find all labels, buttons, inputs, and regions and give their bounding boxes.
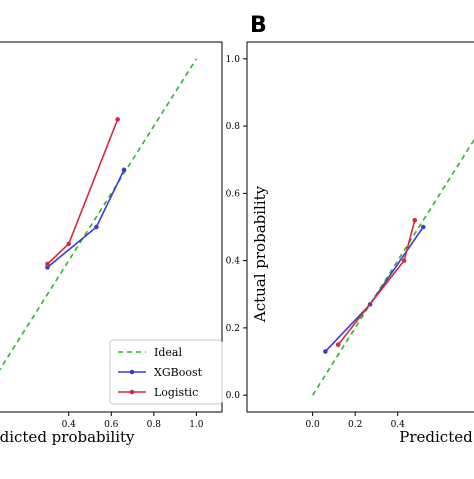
x-axis-label: Predicted	[399, 428, 473, 446]
y-tick-label: 0.2	[226, 324, 240, 334]
logistic-series-point	[401, 258, 407, 263]
x-tick-label: 0.6	[104, 420, 119, 430]
logistic-series-point	[45, 261, 50, 267]
ideal-series-line	[311, 138, 474, 396]
logistic-series-point	[66, 241, 72, 247]
xgboost-series-point	[45, 265, 50, 270]
logistic-series-line	[46, 119, 119, 265]
logistic-series-point	[115, 117, 120, 122]
logistic-series-point	[335, 342, 341, 348]
xgboost-series-point	[94, 224, 99, 230]
panel-a: 0.4 0.6 0.8 1.0 Predicted probability Ideal XG…	[0, 41, 223, 446]
x-tick-label: 0.4	[62, 420, 77, 430]
xgboost-legend-label: XGBoost	[154, 366, 203, 379]
x-tick-label: 0.8	[147, 420, 162, 430]
logistic-legend-marker	[129, 389, 135, 395]
ideal-legend-label: Ideal	[154, 346, 182, 359]
logistic-legend-label: Logistic	[154, 386, 198, 399]
y-tick-label: 0.8	[226, 122, 241, 132]
x-tick-label: 1.0	[189, 420, 204, 430]
axes-frame	[246, 41, 474, 413]
xgboost-legend-marker	[129, 369, 135, 375]
series-group	[0, 58, 198, 371]
x-tick-label: 0.0	[305, 420, 320, 430]
xgboost-series-point	[323, 349, 328, 354]
ideal-series-line	[0, 58, 198, 371]
axes-frame	[0, 41, 223, 413]
y-tick-label: 1.0	[226, 55, 241, 65]
panel-label: B	[250, 13, 267, 38]
xgboost-series-point	[121, 167, 127, 173]
y-tick-label: 0.0	[226, 391, 241, 401]
x-tick-label: 0.2	[348, 420, 362, 430]
legend: Ideal XGBoost Logistic	[109, 339, 223, 405]
xgboost-series-point	[420, 224, 426, 230]
panel-b: 0.0 0.2 0.4 0.0 0.2 0.4 0.6 0.8 1.0 Predicted Actu…	[226, 13, 474, 446]
y-tick-label: 0.4	[226, 257, 241, 267]
x-tick-label: 0.4	[391, 420, 406, 430]
y-tick-label: 0.6	[226, 189, 241, 199]
logistic-series-point	[412, 217, 418, 223]
series-group	[311, 138, 474, 396]
legend-box	[109, 339, 223, 405]
y-axis-label: Actual probability	[251, 185, 269, 323]
x-axis-label: Predicted probability	[0, 428, 135, 446]
